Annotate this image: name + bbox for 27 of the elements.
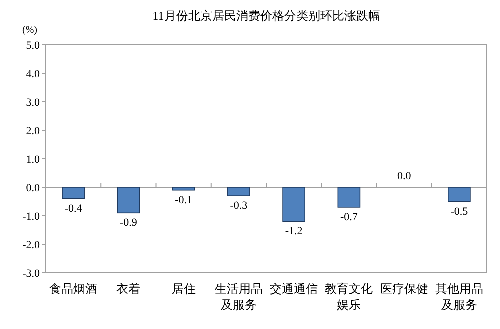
x-tick-label: 生活用品及服务: [214, 282, 263, 312]
y-tick-label: -1.0: [22, 211, 40, 223]
x-tick-label: 医疗保健: [380, 282, 428, 296]
y-axis-title: (%): [22, 25, 38, 36]
data-label: -0.9: [120, 217, 138, 230]
data-label: -0.1: [175, 194, 193, 206]
y-tick-label: -3.0: [22, 268, 40, 280]
x-tick-label: 交通通信: [270, 282, 318, 296]
data-label: 0.0: [397, 170, 412, 182]
y-tick-label: 3.0: [26, 97, 40, 109]
data-label: -0.7: [340, 211, 358, 224]
x-tick-label: 衣着: [116, 282, 141, 296]
data-label: -0.4: [64, 202, 83, 215]
y-tick-label: 1.0: [26, 154, 40, 166]
y-tick-label: 4.0: [26, 68, 40, 80]
y-tick-label: 0.0: [26, 182, 40, 194]
data-label: -0.3: [230, 200, 248, 212]
y-tick-label: 5.0: [26, 40, 40, 52]
x-tick-label: 其他用品及服务: [435, 282, 484, 312]
x-tick-label: 居住: [172, 282, 196, 296]
data-label: -1.2: [285, 226, 303, 238]
y-tick-label: 2.0: [26, 126, 40, 138]
x-tick-label: 教育文化娱乐: [325, 282, 374, 312]
data-label: -0.5: [450, 206, 469, 218]
chart-title: 11月份北京居民消费价格分类别环比涨跌幅: [152, 9, 380, 23]
x-tick-label: 食品烟酒: [50, 282, 98, 296]
y-tick-label: -2.0: [22, 240, 40, 252]
